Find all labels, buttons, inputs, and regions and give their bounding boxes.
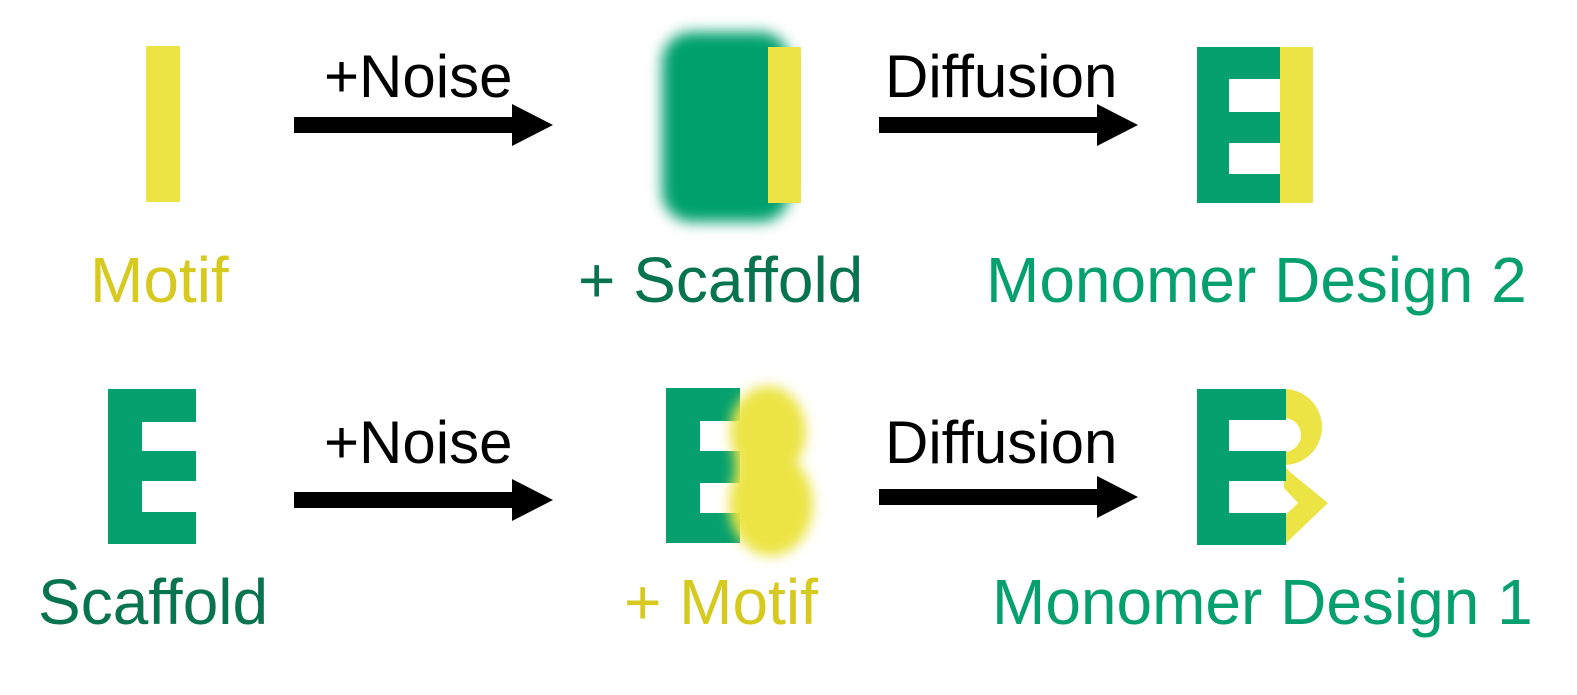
row2-arrow2-label: Diffusion	[885, 409, 1118, 476]
diffusion-arrow-row1	[879, 104, 1138, 146]
scaffold-e-shape	[108, 389, 196, 544]
noise-arrow-row1	[294, 104, 553, 146]
monomer-design-1-label: Monomer Design 1	[992, 566, 1533, 638]
row2-scaffold-label: Scaffold	[38, 566, 269, 638]
noise-arrow-row2	[294, 479, 553, 521]
row1-motif-label: Motif	[90, 244, 229, 316]
noised-scaffold-blob	[662, 32, 801, 222]
row1-arrow2-label: Diffusion	[885, 43, 1118, 110]
row2-motif-label: + Motif	[624, 566, 818, 638]
row2-arrow1-label: +Noise	[324, 409, 513, 476]
motif-bar-in-noise	[768, 47, 801, 203]
noised-motif-blob	[666, 386, 813, 556]
monomer-design-2-shape	[1197, 47, 1313, 203]
row1-scaffold-label: + Scaffold	[578, 244, 864, 316]
row1-arrow1-label: +Noise	[324, 43, 513, 110]
monomer-design-1-shape	[1197, 389, 1328, 545]
diffusion-arrow-row2	[879, 476, 1138, 518]
motif-bar	[146, 46, 180, 202]
monomer-design-2-label: Monomer Design 2	[986, 244, 1527, 316]
